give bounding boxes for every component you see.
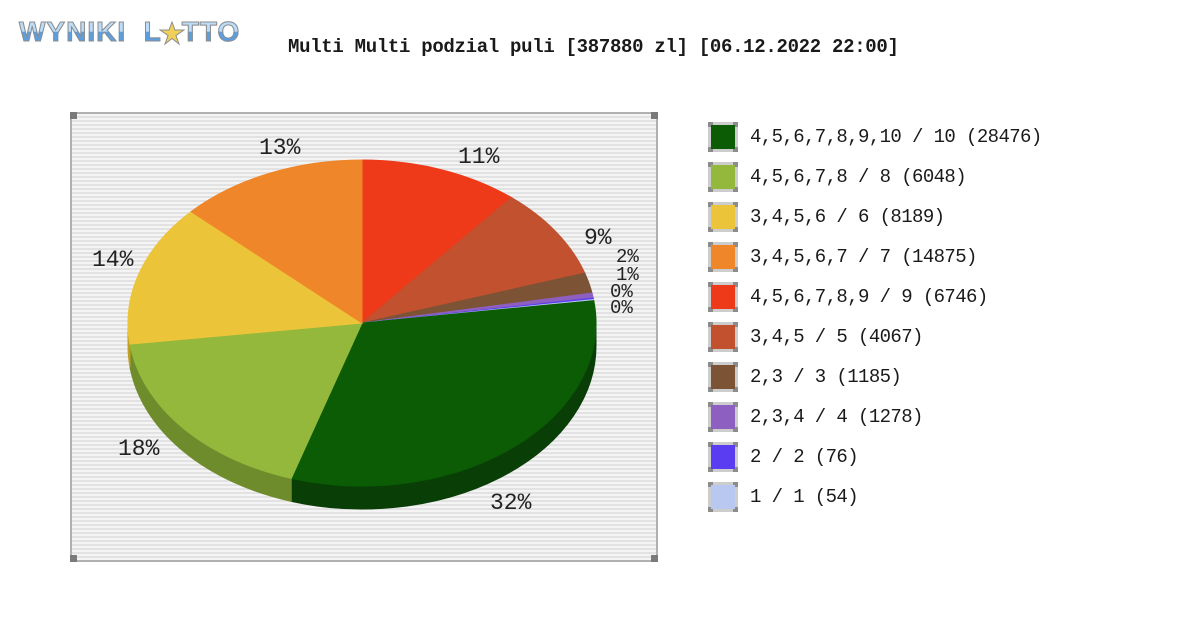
svg-text:11%: 11% <box>458 144 500 170</box>
svg-text:32%: 32% <box>490 490 532 516</box>
svg-text:13%: 13% <box>259 135 301 161</box>
svg-text:14%: 14% <box>92 247 134 273</box>
svg-text:9%: 9% <box>584 225 612 251</box>
svg-text:0%: 0% <box>610 297 633 319</box>
svg-text:18%: 18% <box>118 436 160 462</box>
